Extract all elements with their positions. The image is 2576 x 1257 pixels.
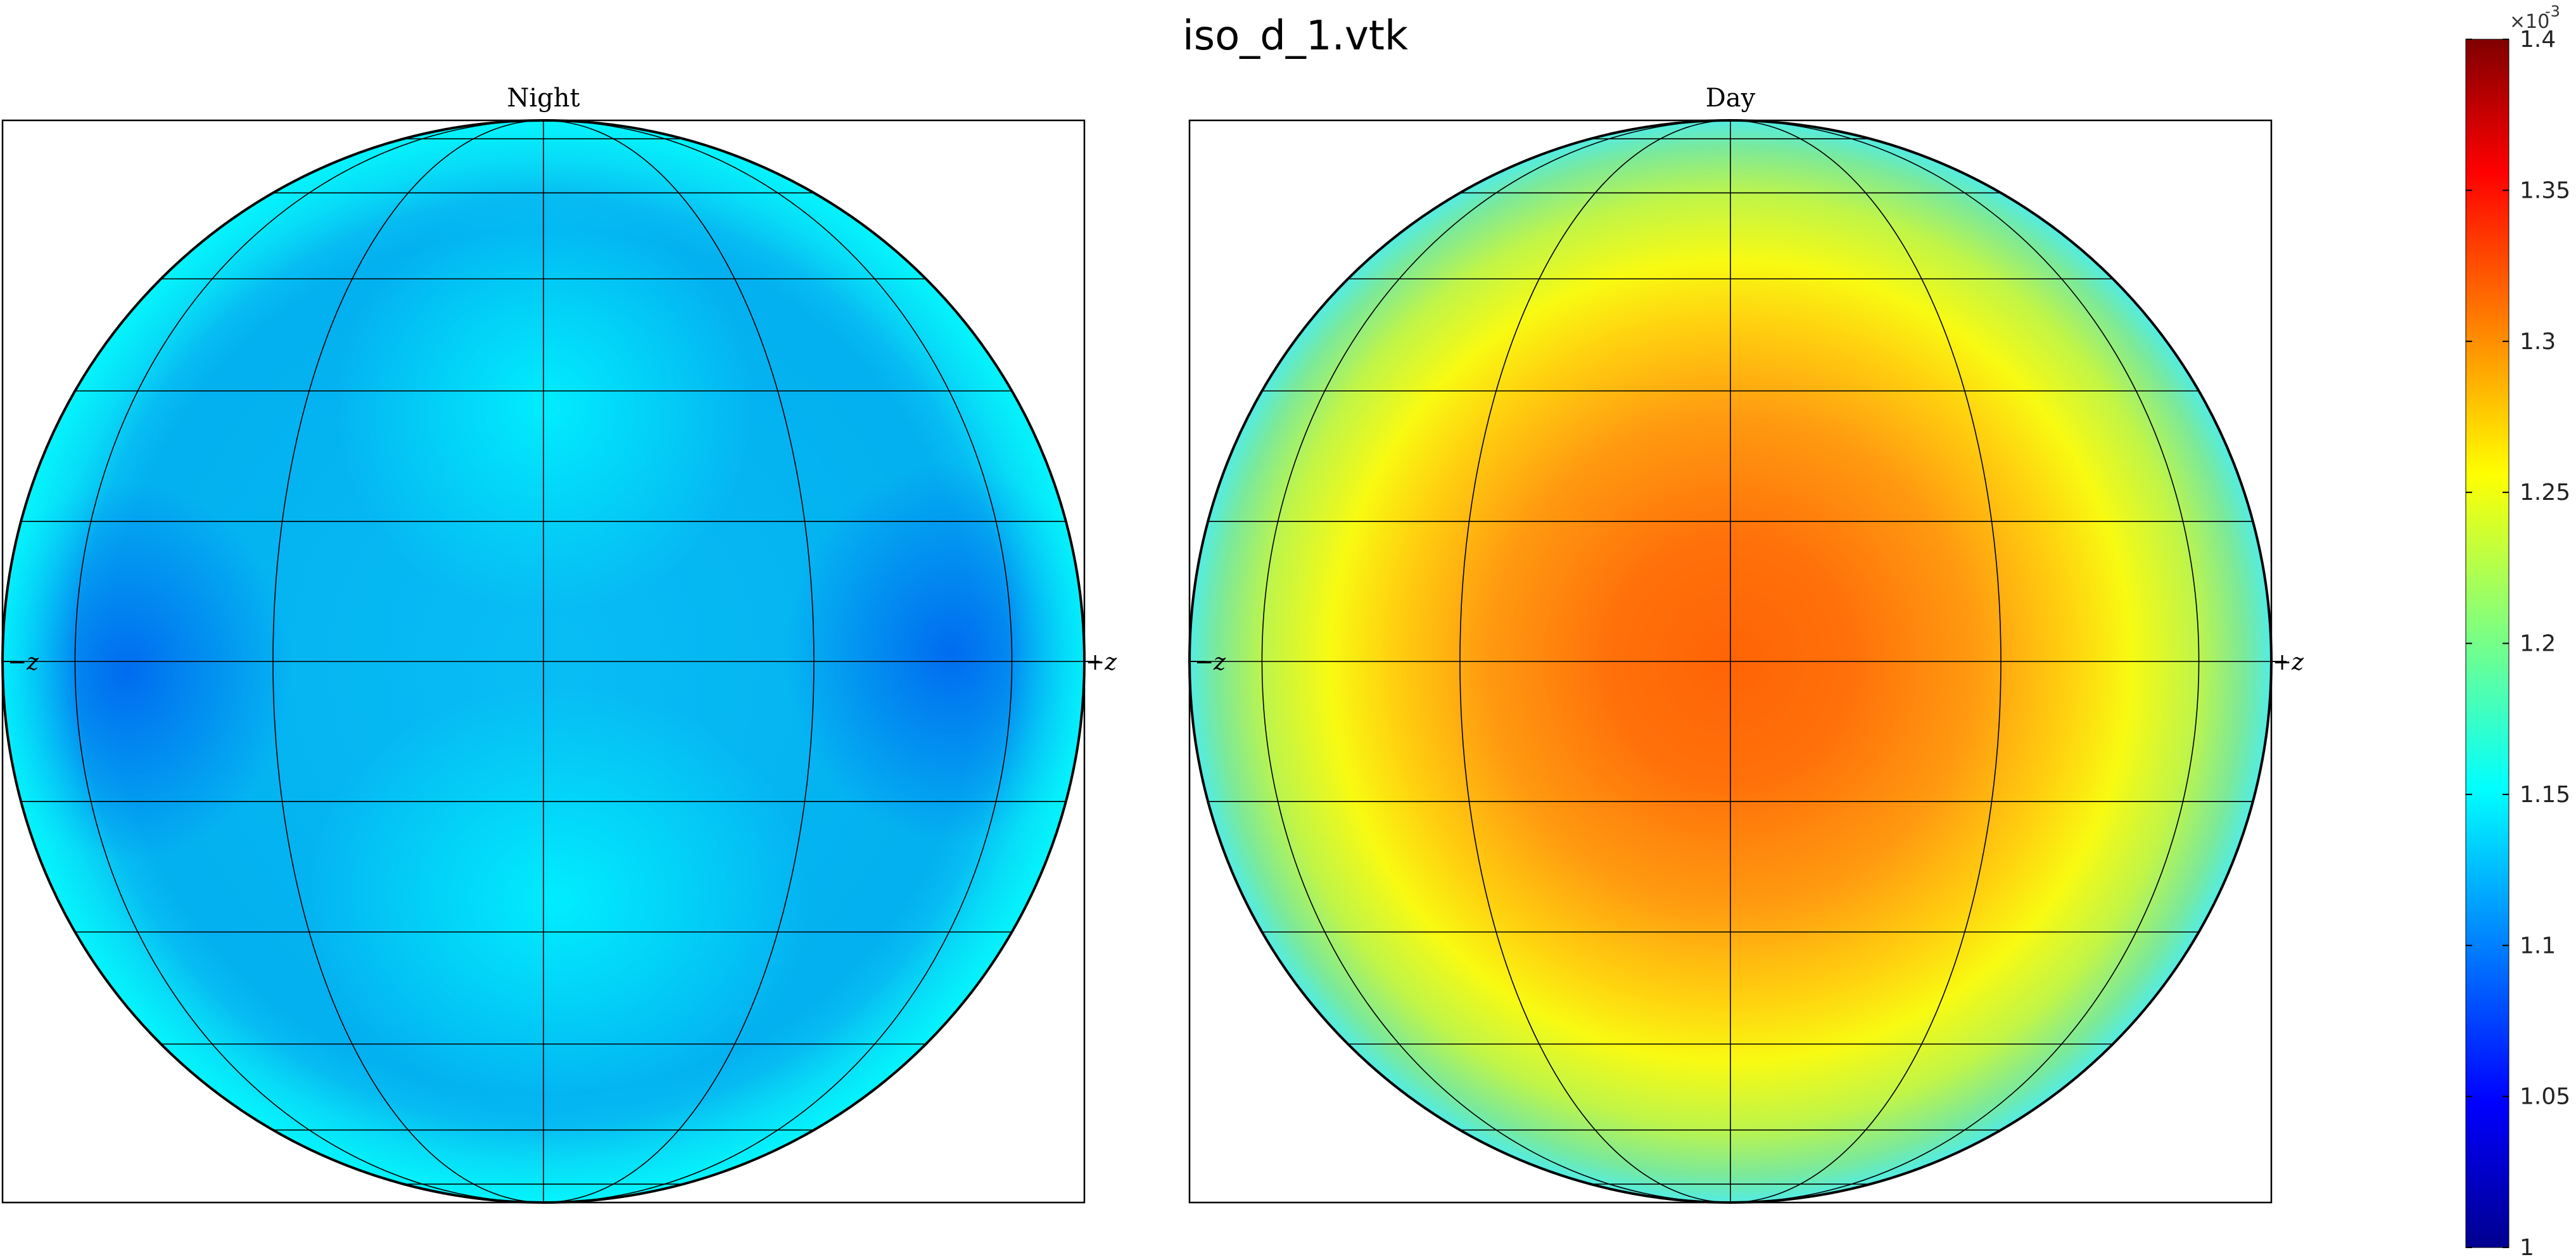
colorbar-multiplier-label: ×10 (2509, 11, 2549, 33)
day-meridian-line (1261, 120, 2200, 1203)
day-left-axis-marker: −z (1190, 649, 1226, 675)
day-heatmap (1190, 120, 2271, 1203)
colorbar-tick-label: 1.15 (2520, 782, 2570, 808)
night-right-axis-marker: +z (1084, 649, 1117, 675)
night-panel: Night −z +z (1, 84, 1117, 1204)
colorbar: ×10 -3 1.4 1.35 1.3 1.25 1.2 1.15 1.1 1.05 1 (2465, 3, 2570, 1257)
colorbar-tick-label: 1.4 (2520, 27, 2556, 53)
night-meridian-line (272, 120, 815, 1203)
colorbar-tick-label: 1.25 (2520, 480, 2570, 506)
colorbar-tick-label: 1.3 (2520, 329, 2556, 355)
day-left-axis-label: −z (1195, 649, 1226, 675)
night-left-axis-label: −z (8, 649, 39, 675)
colorbar-tick-label: 1.2 (2520, 631, 2556, 657)
figure-title: iso_d_1.vtk (1183, 13, 1408, 60)
day-panel-title: Day (1706, 84, 1756, 113)
colorbar-gradient (2465, 39, 2509, 1248)
colorbar-ticks: 1.4 1.35 1.3 1.25 1.2 1.15 1.1 1.05 1 (2466, 27, 2570, 1257)
colorbar-tick-label: 1.35 (2520, 177, 2570, 203)
colorbar-multiplier: ×10 -3 (2509, 3, 2560, 33)
night-heatmap (3, 120, 1084, 1203)
night-meridian-line (74, 120, 1013, 1203)
day-right-axis-label: +z (2273, 649, 2304, 675)
colorbar-tick-label: 1.05 (2520, 1084, 2570, 1110)
day-right-axis-marker: +z (2271, 649, 2304, 675)
day-panel: Day −z +z (1188, 84, 2304, 1204)
colorbar-tick-label: 1 (2520, 1235, 2534, 1257)
colorbar-tick-label: 1.1 (2520, 933, 2556, 959)
night-right-axis-label: +z (1086, 649, 1117, 675)
night-left-axis-marker: −z (3, 649, 39, 675)
night-panel-title: Night (507, 84, 580, 113)
day-meridian-line (1459, 120, 2002, 1203)
colorbar-multiplier-exponent: -3 (2545, 3, 2560, 20)
